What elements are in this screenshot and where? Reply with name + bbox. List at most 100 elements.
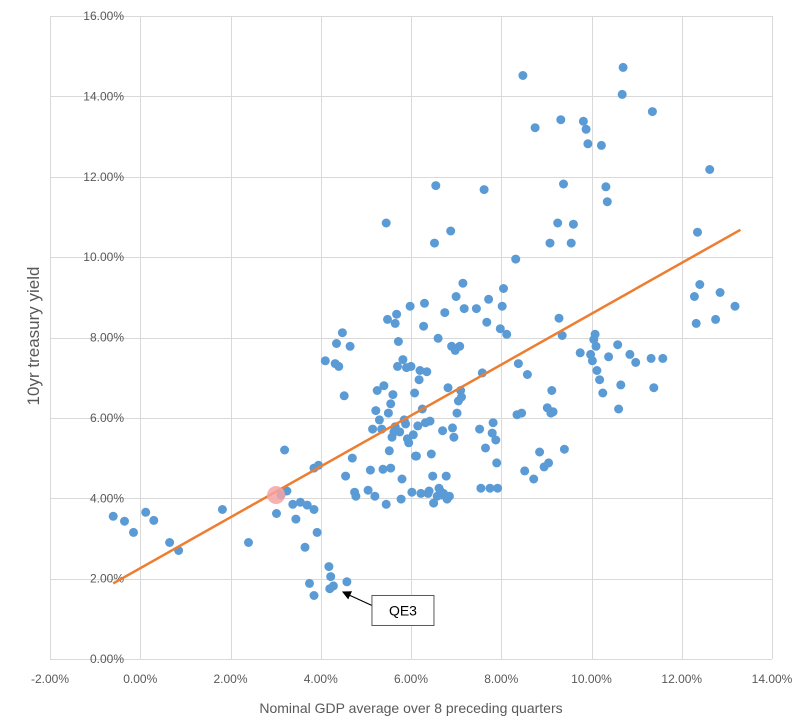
data-point — [485, 483, 495, 493]
data-point — [341, 471, 351, 481]
data-point — [646, 353, 656, 363]
data-point — [575, 348, 585, 358]
data-point — [149, 515, 159, 525]
data-point — [363, 485, 373, 495]
data-point — [689, 292, 699, 301]
data-point — [342, 577, 352, 587]
data-point — [396, 494, 406, 504]
data-point — [581, 124, 591, 134]
data-point — [426, 449, 436, 459]
data-point — [649, 383, 659, 393]
data-point — [302, 500, 312, 510]
data-point — [601, 182, 611, 192]
data-point — [393, 361, 402, 371]
data-point — [693, 227, 702, 237]
data-point — [517, 408, 527, 418]
data-point — [587, 356, 597, 366]
data-point — [272, 509, 281, 518]
x-tick-label: 10.00% — [571, 672, 612, 686]
data-point — [631, 357, 641, 367]
data-point — [368, 424, 378, 434]
data-point — [365, 465, 375, 475]
x-tick-label: 14.00% — [752, 672, 793, 686]
y-tick-label: 8.00% — [90, 331, 124, 345]
data-point — [591, 341, 601, 351]
data-point — [583, 139, 593, 149]
y-tick-label: 6.00% — [90, 411, 124, 425]
x-tick-label: 0.00% — [123, 672, 157, 686]
data-point — [604, 352, 614, 362]
data-point — [520, 466, 530, 476]
x-tick-label: 4.00% — [304, 672, 338, 686]
data-point — [471, 304, 481, 314]
data-point — [491, 435, 501, 445]
data-point — [559, 179, 568, 189]
data-point — [617, 89, 627, 99]
y-tick-label: 10.00% — [83, 250, 124, 264]
data-point — [438, 426, 448, 436]
data-point — [386, 399, 396, 409]
data-point — [244, 538, 253, 547]
x-tick-label: 6.00% — [394, 672, 428, 686]
data-point — [424, 486, 434, 496]
data-point — [397, 474, 407, 484]
annotation-arrow — [347, 593, 373, 607]
data-point — [495, 324, 505, 334]
x-axis-ticks: -2.00% 0.00% 2.00% 4.00% 6.00% 8.00% 10.00% 12.… — [31, 672, 793, 686]
data-point — [499, 284, 508, 293]
data-point — [647, 107, 657, 117]
x-tick-label: 8.00% — [484, 672, 518, 686]
data-point — [414, 375, 424, 385]
data-point — [449, 432, 459, 442]
data-point — [493, 483, 503, 493]
highlight-group — [267, 486, 286, 505]
data-point — [614, 404, 624, 414]
data-point — [487, 428, 497, 438]
x-tick-label: 12.00% — [661, 672, 702, 686]
data-point — [388, 390, 398, 400]
data-point — [616, 380, 626, 390]
data-point — [383, 314, 392, 324]
x-axis-title: Nominal GDP average over 8 preceding qua… — [259, 700, 562, 716]
data-point — [444, 491, 454, 501]
data-point — [370, 491, 380, 501]
data-point — [371, 406, 381, 416]
x-tick-label: 2.00% — [213, 672, 247, 686]
data-point — [602, 197, 612, 207]
y-tick-label: 0.00% — [90, 652, 124, 666]
data-point — [492, 458, 502, 468]
data-point — [544, 458, 554, 468]
data-point — [419, 321, 429, 331]
data-point — [413, 421, 423, 431]
data-point — [446, 226, 456, 236]
data-point — [625, 349, 635, 359]
data-point — [557, 331, 567, 340]
data-point — [372, 386, 382, 395]
data-point — [393, 337, 403, 346]
data-point — [378, 464, 388, 474]
data-point — [291, 514, 301, 524]
data-point — [295, 497, 305, 507]
data-point — [425, 416, 435, 426]
data-point — [392, 309, 402, 319]
data-point — [305, 578, 314, 588]
data-point — [458, 278, 468, 288]
y-tick-label: 12.00% — [83, 170, 124, 184]
data-point — [711, 314, 721, 324]
data-point — [530, 123, 540, 133]
y-tick-label: 4.00% — [90, 491, 124, 505]
annotation-box — [371, 594, 435, 626]
data-point — [404, 438, 414, 448]
data-point — [120, 516, 129, 526]
data-point — [481, 443, 490, 453]
data-point — [513, 359, 523, 369]
data-point — [428, 471, 438, 481]
data-point — [598, 388, 608, 398]
y-axis-ticks: 0.00% 2.00% 4.00% 6.00% 8.00% 10.00% 12.00% 14.… — [83, 9, 124, 666]
data-point — [545, 238, 555, 248]
data-point — [141, 507, 151, 517]
data-point — [484, 294, 494, 304]
data-point — [334, 361, 344, 371]
data-point — [451, 292, 461, 301]
